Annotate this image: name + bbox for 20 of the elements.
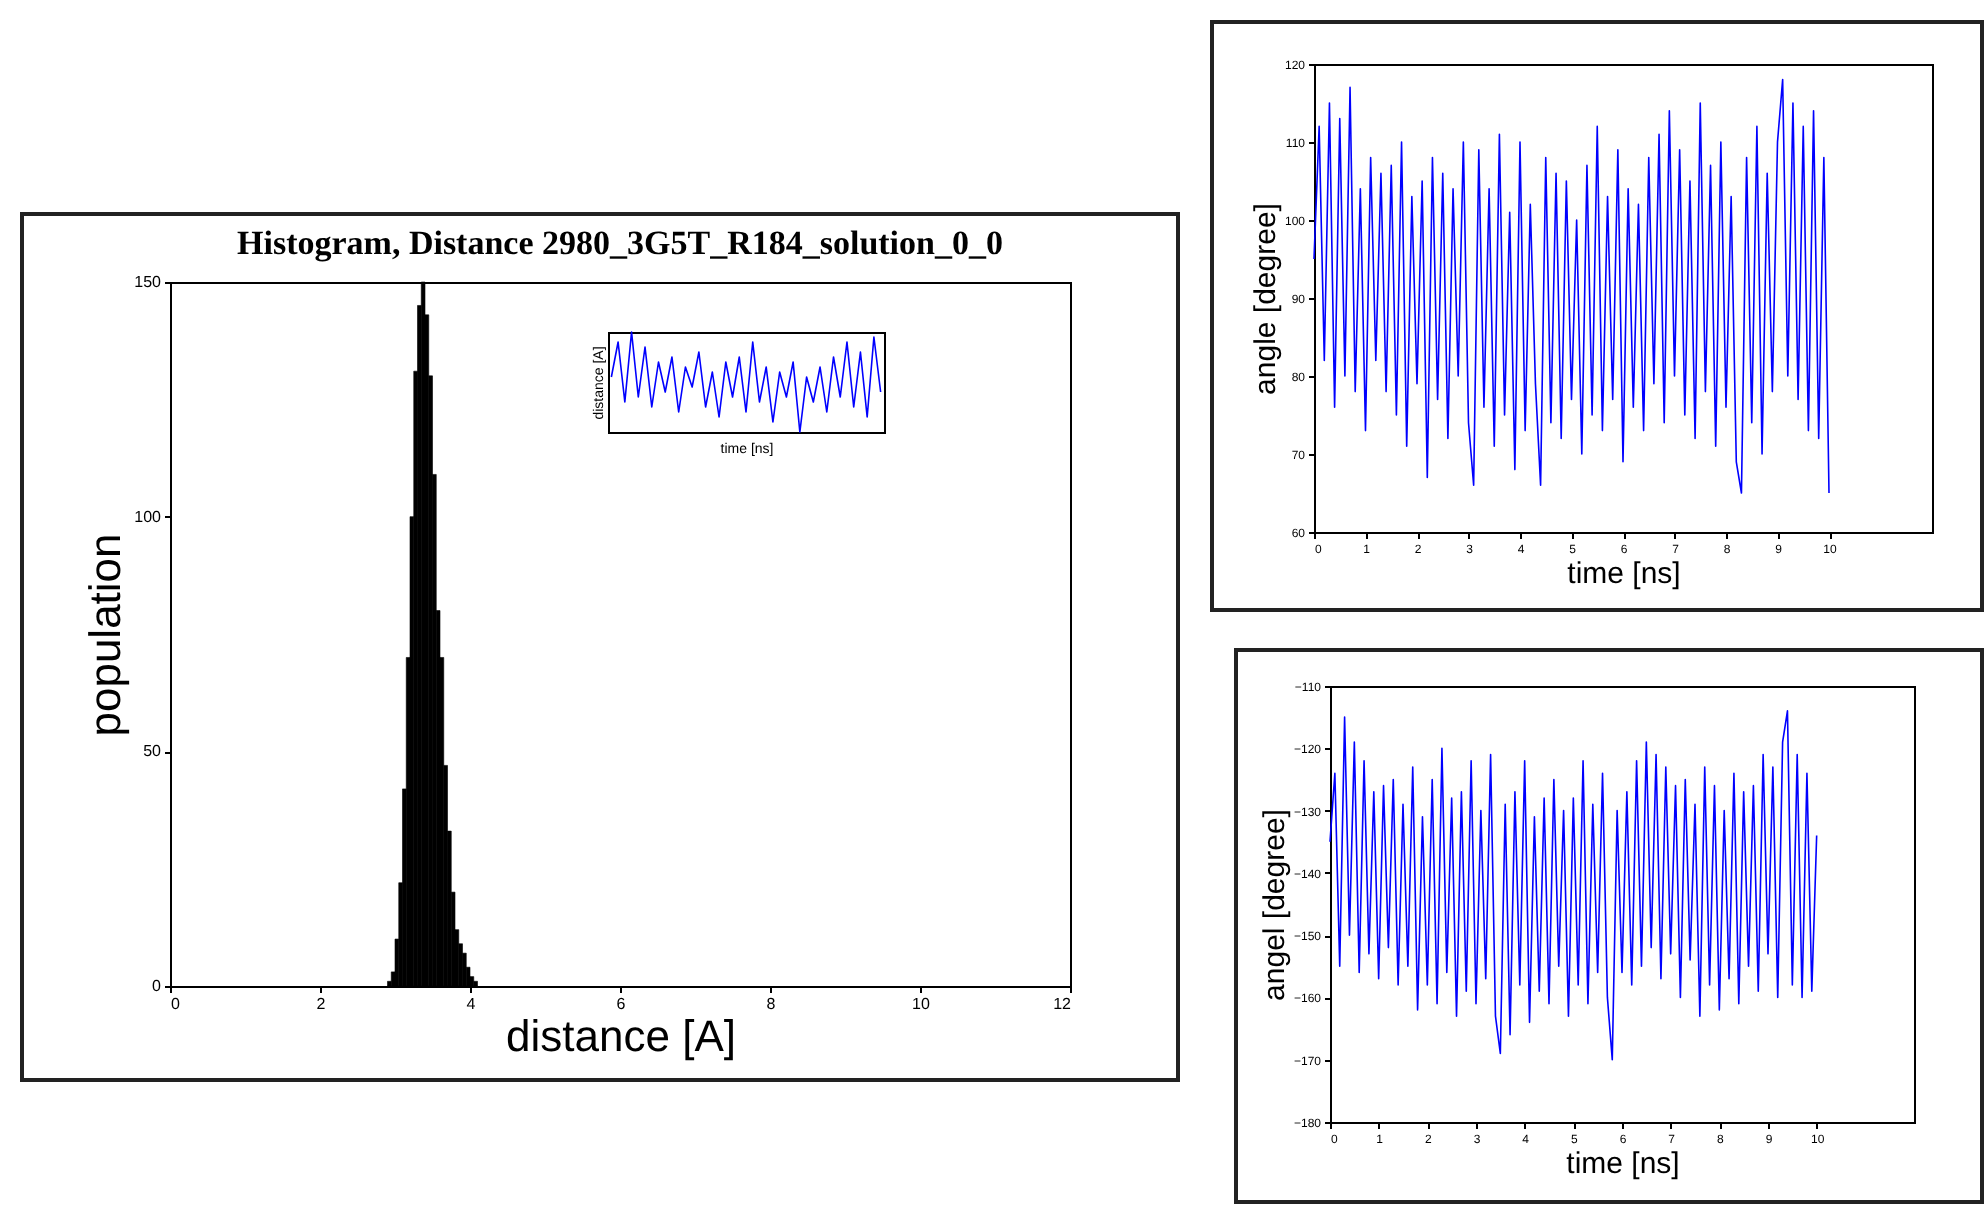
x-tick-label: 2 xyxy=(316,995,327,1013)
x-tick-label: 8 xyxy=(766,995,777,1013)
y-axis-title: angle [degree] xyxy=(1248,203,1283,395)
y-tick-label: 50 xyxy=(143,742,163,761)
x-tick-label: 6 xyxy=(616,995,627,1013)
x-axis-title: distance [A] xyxy=(506,1011,736,1061)
line-series xyxy=(1313,78,1830,494)
y-tick-label: 100 xyxy=(134,507,163,526)
y-tick-label: 150 xyxy=(134,273,163,291)
x-tick-label: 0 xyxy=(171,995,181,1013)
chart-title: Histogram, Distance 2980_3G5T_R184_solution_0_0 xyxy=(237,224,1003,262)
y-tick-label: 0 xyxy=(152,977,163,995)
x-tick-label: 12 xyxy=(1053,995,1073,1013)
line-series xyxy=(1329,710,1818,1061)
x-axis-title: time [ns] xyxy=(1567,557,1681,591)
x-axis-title: time [ns] xyxy=(1566,1147,1680,1181)
y-axis-title: angel [degree] xyxy=(1257,809,1292,1001)
y-axis-title: population xyxy=(80,533,131,737)
x-tick-label: 4 xyxy=(466,995,477,1013)
x-tick-label: 10 xyxy=(912,995,931,1013)
